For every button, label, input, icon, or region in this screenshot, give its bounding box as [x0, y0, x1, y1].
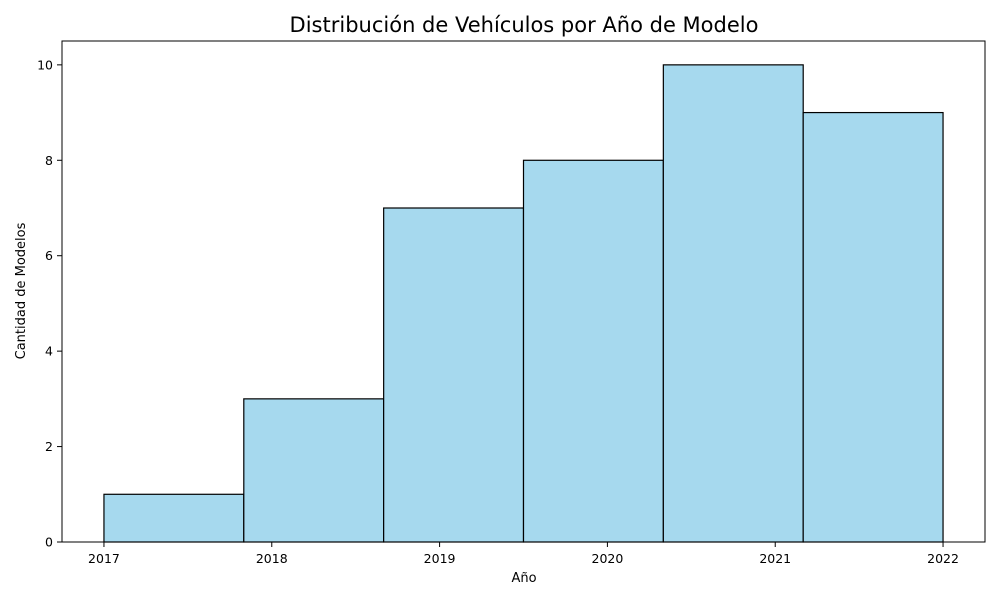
x-tick-label-4: 2021 [759, 551, 791, 566]
bar-4 [662, 64, 804, 543]
x-axis-label: Año [511, 571, 536, 586]
y-tick-label-1: 2 [45, 439, 53, 454]
axes-frame [61, 40, 986, 543]
y-tick-label-4: 8 [45, 153, 53, 168]
x-axis-ticks: 2017 2018 2019 2020 2021 2022 [88, 542, 959, 566]
x-tick-label-0: 2017 [88, 551, 120, 566]
bar-5 [802, 111, 944, 543]
bar-3 [522, 159, 664, 543]
chart-title: Distribución de Vehículos por Año de Mod… [290, 13, 759, 37]
x-tick-label-2: 2019 [424, 551, 456, 566]
y-axis-label: Cantidad de Modelos [14, 222, 29, 359]
y-axis-ticks: 0 2 4 6 8 10 [37, 57, 62, 550]
x-tick-label-1: 2018 [256, 551, 288, 566]
y-tick-label-5: 10 [37, 57, 53, 72]
y-tick-label-0: 0 [45, 535, 53, 550]
y-tick-label-3: 6 [45, 248, 53, 263]
bar-1 [243, 398, 385, 543]
x-tick-label-3: 2020 [592, 551, 624, 566]
y-tick-label-2: 4 [45, 344, 53, 359]
x-tick-label-5: 2022 [927, 551, 959, 566]
bar-2 [383, 207, 525, 543]
bar-0 [103, 493, 245, 543]
bars-group [103, 64, 944, 543]
